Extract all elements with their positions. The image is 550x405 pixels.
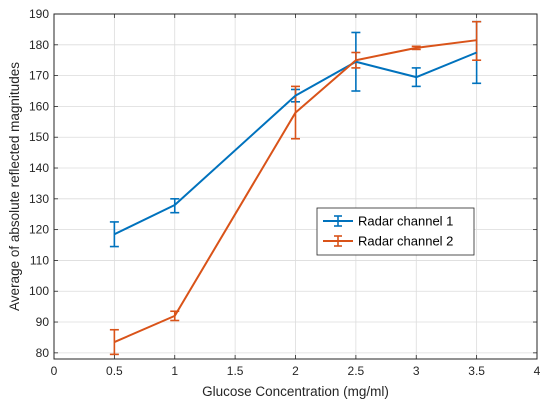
x-tick-label: 0 [51, 364, 58, 378]
x-tick-label: 2.5 [348, 364, 365, 378]
error-bar-s2 [109, 328, 119, 356]
ticks [53, 13, 538, 359]
y-tick-labels: 80 90 100 110 120 130 140 150 160 170 180 190 [29, 7, 49, 360]
x-tick-labels: 0 0.5 1 1.5 2 2.5 3 3.5 4 [51, 364, 541, 378]
y-tick-label: 160 [29, 99, 49, 113]
y-tick-label: 180 [29, 38, 49, 52]
y-tick-label: 140 [29, 161, 49, 175]
series-lines [113, 39, 478, 343]
series-line-2 [113, 39, 477, 343]
legend-box [316, 207, 475, 256]
y-tick-label: 110 [30, 253, 49, 267]
x-tick-label: 0.5 [106, 364, 123, 378]
x-axis-label: Glucose Concentration (mg/ml) [202, 384, 389, 399]
y-tick-label: 150 [29, 130, 49, 144]
x-tick-label: 2 [292, 364, 299, 378]
x-tick-label: 3 [413, 364, 420, 378]
y-tick-label: 130 [29, 192, 49, 206]
legend: Radar channel 1 Radar channel 2 [316, 207, 475, 256]
x-tick-label: 4 [534, 364, 541, 378]
x-tick-label: 1.5 [227, 364, 244, 378]
x-tick-label: 1 [171, 364, 178, 378]
y-tick-label: 190 [29, 7, 49, 21]
series-line-1 [113, 51, 478, 236]
y-tick-label: 120 [29, 223, 49, 237]
legend-symbol-2 [323, 235, 353, 247]
y-tick-label: 90 [36, 315, 50, 329]
error-bar-s1 [109, 221, 119, 248]
x-tick-label: 3.5 [468, 364, 485, 378]
legend-label-1: Radar channel 1 [358, 214, 453, 229]
y-tick-label: 170 [29, 69, 49, 83]
y-tick-label: 80 [36, 346, 50, 360]
legend-symbol-1 [323, 215, 353, 227]
y-axis-label: Average of absolute reflected magnitudes [7, 62, 22, 311]
legend-label-2: Radar channel 2 [358, 234, 453, 249]
y-tick-label: 100 [29, 284, 49, 298]
